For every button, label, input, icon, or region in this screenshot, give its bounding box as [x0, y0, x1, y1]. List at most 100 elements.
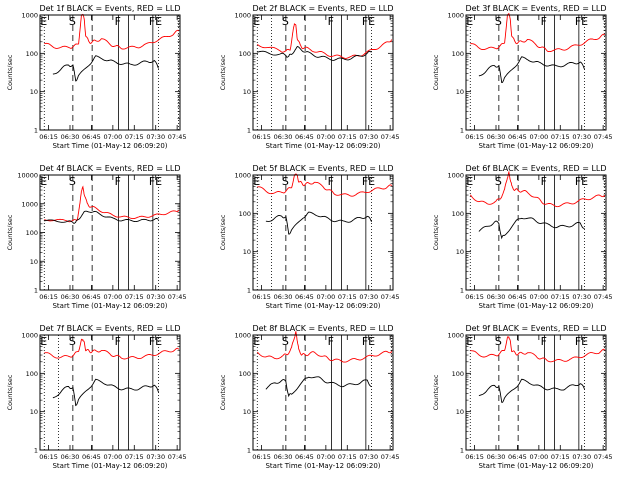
x-tick-label: 07:00: [529, 133, 548, 141]
detector-panel-3: Det 3f BLACK = Events, RED = LLD Counts/s…: [432, 4, 613, 150]
y-tick-label: 1: [247, 447, 251, 455]
panel-title: Det 8f BLACK = Events, RED = LLD: [252, 324, 393, 333]
y-tick-label: 10: [456, 408, 464, 416]
marker-label: F: [541, 175, 547, 188]
y-tick-label: 10: [456, 248, 464, 256]
marker-label: S: [282, 175, 289, 188]
plot-frame: [39, 174, 181, 291]
detector-panel-6: Det 6f BLACK = Events, RED = LLD Counts/s…: [432, 164, 613, 310]
series-line-lld: [257, 172, 392, 197]
plot-frame: [465, 174, 607, 291]
marker-label: FE: [362, 335, 375, 348]
x-axis-label: Start Time (01-May-12 06:09:20): [52, 302, 167, 310]
x-tick-label: 07:00: [316, 293, 335, 301]
series-line-lld: [44, 13, 179, 50]
panel-title: Det 4f BLACK = Events, RED = LLD: [39, 164, 180, 173]
x-tick-label: 06:45: [82, 133, 101, 141]
x-tick-label: 07:30: [359, 133, 378, 141]
x-tick-label: 06:30: [274, 293, 293, 301]
x-tick-label: 06:30: [274, 453, 293, 461]
x-tick-label: 07:15: [125, 133, 144, 141]
marker-label: FE: [362, 15, 375, 28]
x-tick-label: 06:30: [487, 133, 506, 141]
x-tick-label: 07:45: [594, 293, 613, 301]
y-axis-label: Counts/sec: [6, 54, 14, 90]
plot-frame: [465, 334, 607, 451]
x-tick-label: 06:15: [39, 293, 58, 301]
x-tick-label: 07:45: [168, 293, 187, 301]
y-tick-label: 1: [34, 447, 38, 455]
series-line-lld: [470, 336, 605, 363]
marker-label: S: [282, 15, 289, 28]
x-tick-label: 07:00: [316, 133, 335, 141]
x-axis-label: Start Time (01-May-12 06:09:20): [265, 142, 380, 150]
y-axis-label: Counts/sec: [6, 374, 14, 410]
x-tick-label: 06:30: [61, 293, 80, 301]
x-tick-label: 06:45: [295, 133, 314, 141]
y-tick-label: 100: [26, 370, 38, 378]
plot-frame: [39, 14, 181, 131]
marker-label: S: [69, 175, 76, 188]
y-axis-label: Counts/sec: [219, 214, 227, 250]
marker-label: S: [69, 335, 76, 348]
series-line-lld: [256, 331, 393, 363]
y-tick-label: 1: [460, 287, 464, 295]
marker-label: F: [328, 175, 334, 188]
marker-label: FE: [575, 335, 588, 348]
x-tick-label: 07:30: [572, 293, 591, 301]
x-tick-label: 06:15: [465, 293, 484, 301]
x-tick-label: 07:30: [359, 293, 378, 301]
y-tick-label: 100: [26, 229, 38, 237]
marker-label: E: [253, 15, 260, 28]
y-tick-label: 1: [247, 127, 251, 135]
marker-label: FE: [149, 175, 162, 188]
x-tick-label: 07:00: [103, 293, 122, 301]
y-tick-label: 1000: [234, 172, 251, 180]
x-tick-label: 07:15: [551, 293, 570, 301]
y-axis-label: Counts/sec: [432, 54, 440, 90]
x-tick-label: 06:30: [487, 453, 506, 461]
series-line-events: [265, 211, 372, 235]
x-axis-label: Start Time (01-May-12 06:09:20): [478, 462, 593, 470]
marker-label: E: [466, 15, 473, 28]
x-tick-label: 07:00: [529, 453, 548, 461]
x-tick-label: 07:15: [125, 293, 144, 301]
x-tick-label: 07:15: [338, 293, 357, 301]
y-tick-label: 10: [30, 258, 38, 266]
x-tick-label: 06:45: [295, 453, 314, 461]
x-tick-label: 07:30: [146, 133, 165, 141]
x-tick-label: 07:00: [103, 133, 122, 141]
x-axis-label: Start Time (01-May-12 06:09:20): [478, 142, 593, 150]
x-tick-label: 07:00: [316, 453, 335, 461]
x-axis-label: Start Time (01-May-12 06:09:20): [478, 302, 593, 310]
y-tick-label: 1: [460, 127, 464, 135]
y-tick-label: 100: [239, 50, 251, 58]
series-line-events: [257, 45, 372, 61]
y-axis-label: Counts/sec: [432, 374, 440, 410]
marker-label: E: [253, 175, 260, 188]
plot-frame: [465, 14, 607, 131]
x-tick-label: 07:30: [572, 453, 591, 461]
y-tick-label: 1000: [21, 12, 38, 20]
series-line-events: [478, 217, 585, 240]
y-tick-label: 10: [456, 88, 464, 96]
x-tick-label: 06:45: [295, 293, 314, 301]
y-tick-label: 1: [34, 287, 38, 295]
x-axis-label: Start Time (01-May-12 06:09:20): [265, 462, 380, 470]
detector-panel-4: Det 4f BLACK = Events, RED = LLD Counts/s…: [6, 164, 187, 310]
y-axis-label: Counts/sec: [219, 374, 227, 410]
detector-panel-9: Det 9f BLACK = Events, RED = LLD Counts/s…: [432, 324, 613, 470]
y-tick-label: 100: [452, 210, 464, 218]
y-tick-label: 10000: [17, 172, 38, 180]
x-tick-label: 07:15: [551, 453, 570, 461]
y-axis-label: Counts/sec: [219, 54, 227, 90]
x-tick-label: 07:45: [168, 453, 187, 461]
detector-panel-8: Det 8f BLACK = Events, RED = LLD Counts/s…: [219, 324, 400, 470]
y-tick-label: 1: [460, 447, 464, 455]
panel-title: Det 5f BLACK = Events, RED = LLD: [252, 164, 393, 173]
panel-title: Det 3f BLACK = Events, RED = LLD: [465, 4, 606, 13]
x-tick-label: 07:45: [168, 133, 187, 141]
x-axis-label: Start Time (01-May-12 06:09:20): [52, 142, 167, 150]
marker-label: FE: [149, 335, 162, 348]
y-tick-label: 1000: [234, 332, 251, 340]
